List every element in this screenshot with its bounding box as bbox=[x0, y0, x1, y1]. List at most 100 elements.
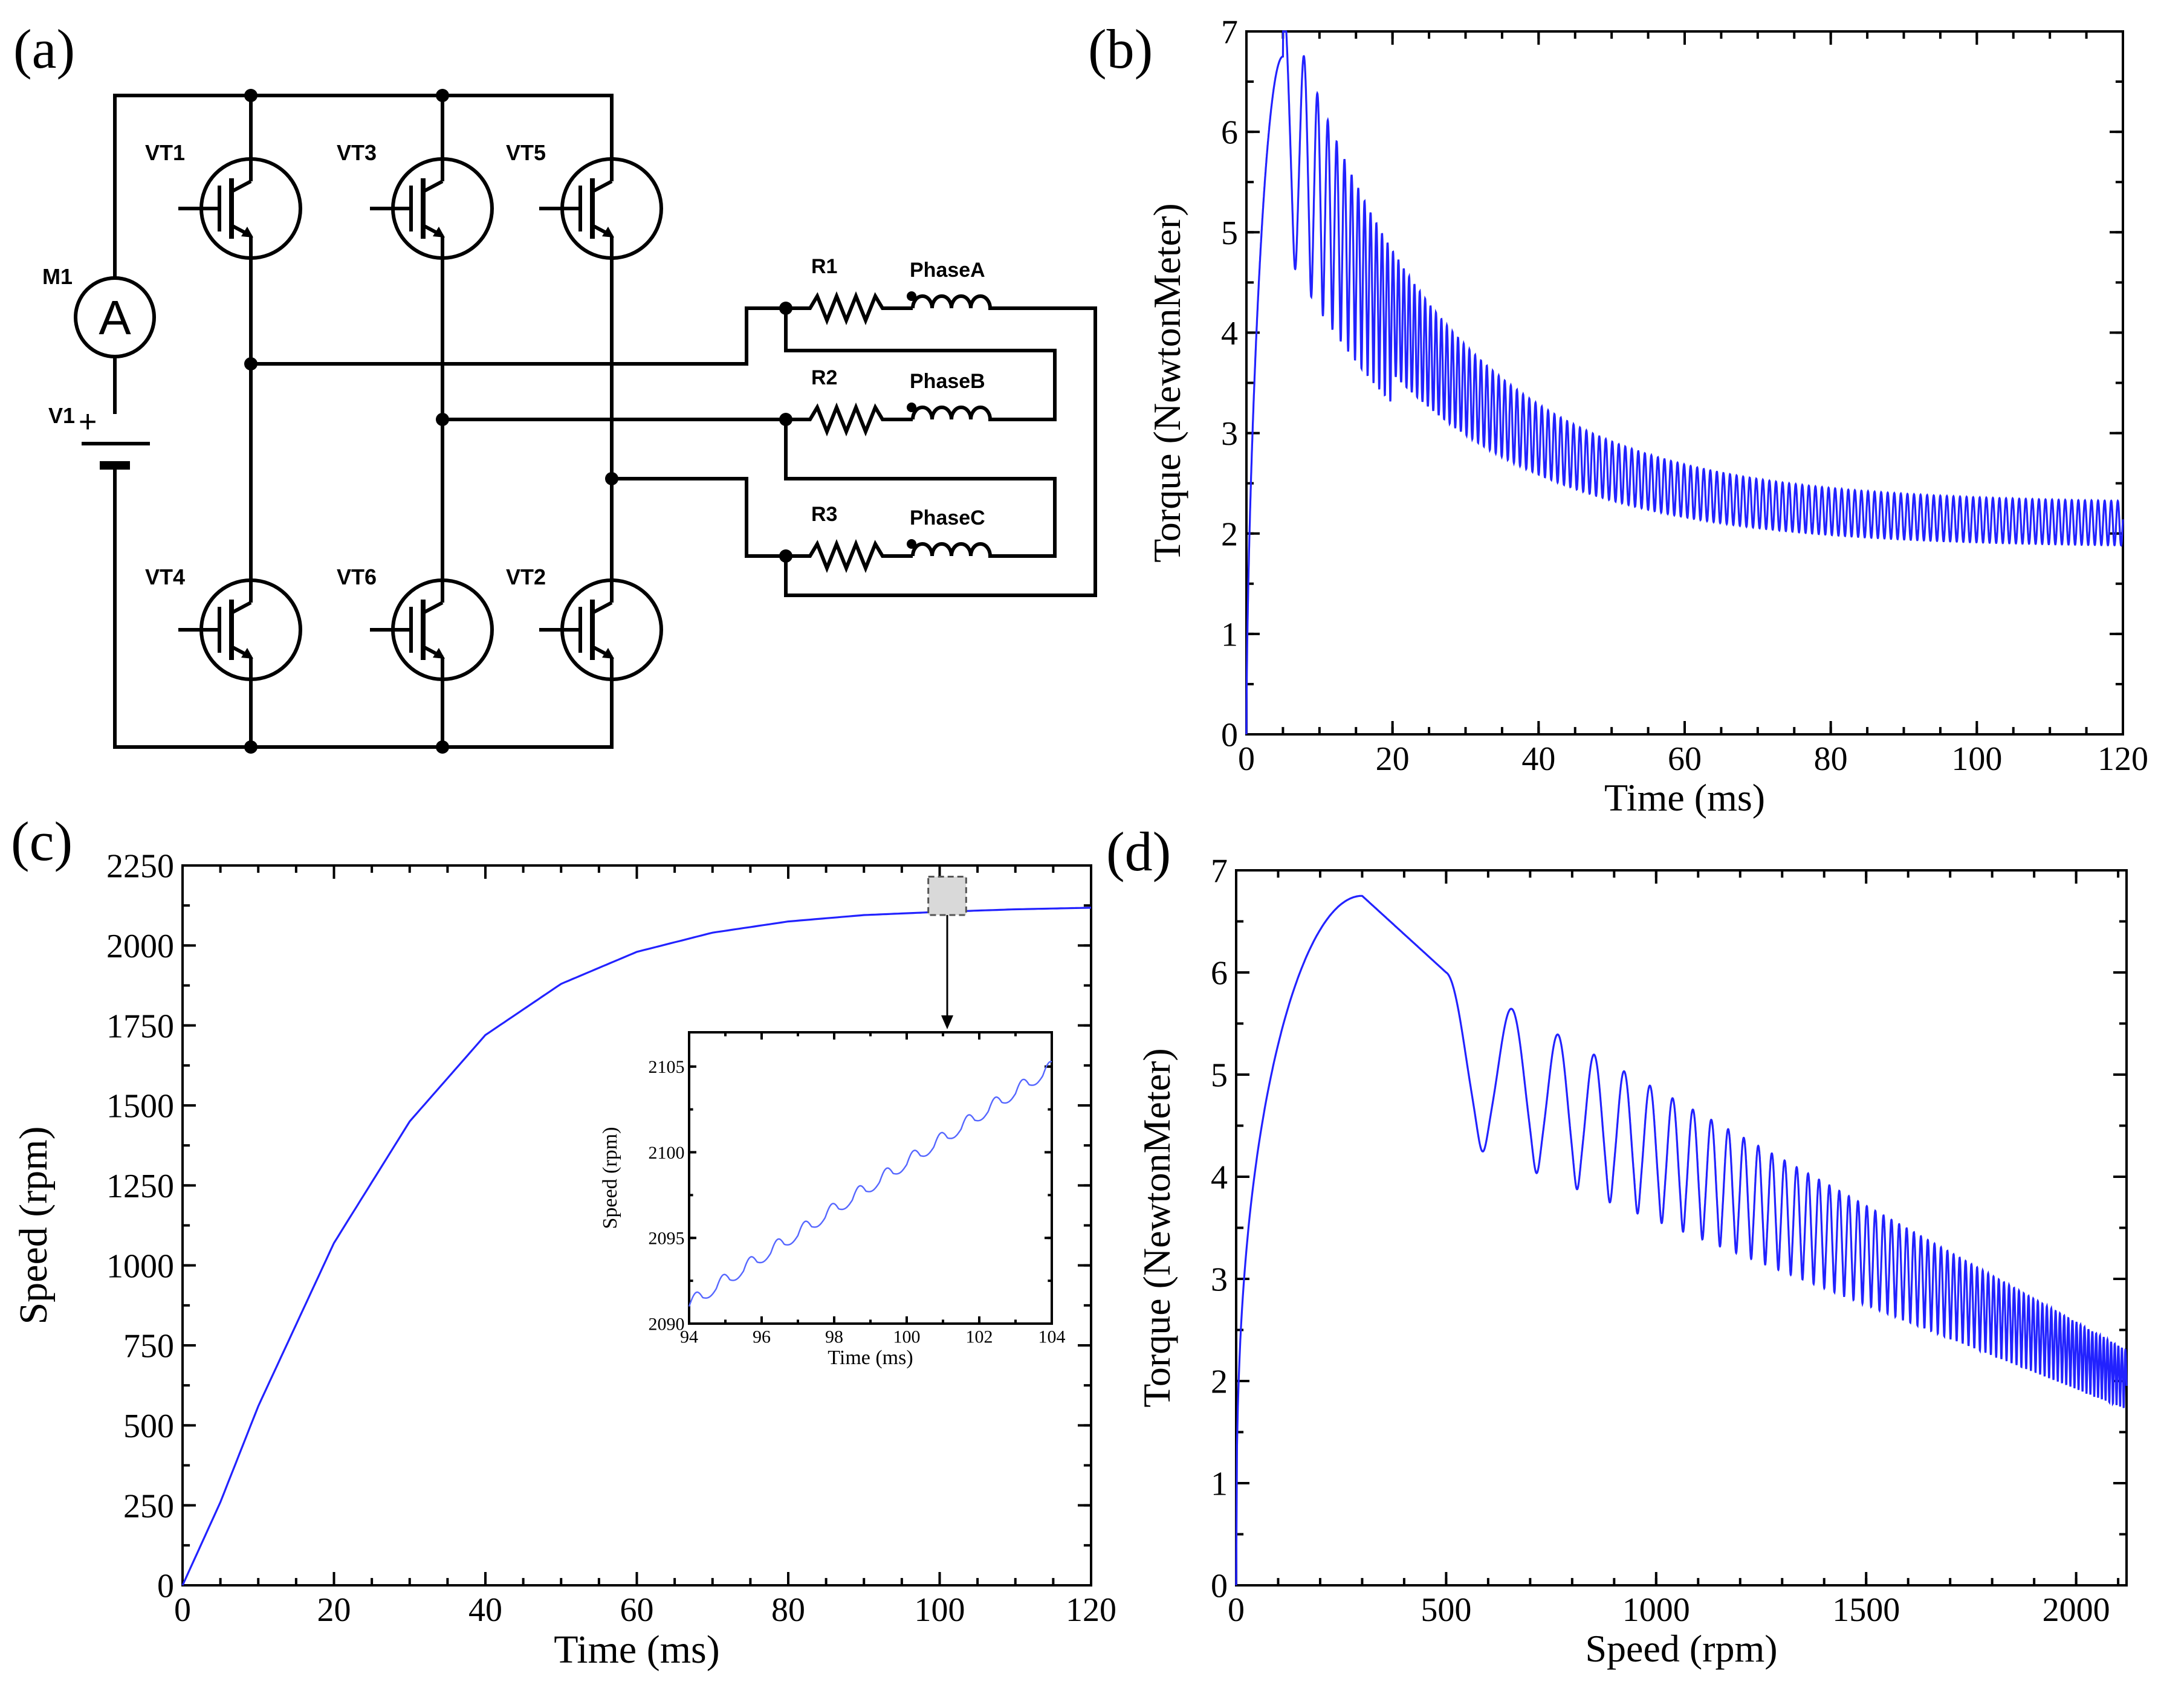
y-tick-label: 500 bbox=[123, 1408, 174, 1445]
x-tick-label: 20 bbox=[1376, 740, 1410, 778]
y-tick-label: 750 bbox=[123, 1328, 174, 1365]
y-tick-label: 3 bbox=[1221, 415, 1238, 453]
y-tick-label: 0 bbox=[1211, 1568, 1228, 1605]
x-tick-label: 1500 bbox=[1832, 1591, 1900, 1629]
transistor-vt2: VT2 bbox=[506, 557, 663, 702]
x-tick-label: 500 bbox=[1421, 1591, 1471, 1629]
phase-label: PhaseA bbox=[910, 259, 985, 282]
x-tick-label: 104 bbox=[1038, 1327, 1066, 1347]
y-tick-label: 3 bbox=[1211, 1261, 1228, 1299]
x-tick-label: 100 bbox=[893, 1327, 921, 1347]
x-tick-label: 60 bbox=[1668, 740, 1702, 778]
inset-series-line bbox=[688, 1061, 1052, 1307]
x-tick-label: 80 bbox=[1814, 740, 1848, 778]
transistor-vt3: VT3 bbox=[337, 136, 494, 281]
panel-label-a: (a) bbox=[13, 18, 75, 80]
resistor-label: R3 bbox=[811, 503, 837, 526]
y-axis-label: Torque (NewtonMeter) bbox=[1145, 203, 1188, 562]
phase-branches: R1 R2 R3 PhaseA PhaseB PhaseC bbox=[779, 255, 1097, 597]
transistor-label: VT5 bbox=[506, 140, 546, 165]
panel-label-c: (c) bbox=[11, 810, 73, 872]
transistor-vt4: VT4 bbox=[145, 557, 302, 702]
y-tick-label: 1250 bbox=[106, 1168, 174, 1205]
x-tick-label: 60 bbox=[620, 1591, 654, 1629]
phase-label: PhaseC bbox=[910, 506, 985, 529]
panel-label-d: (d) bbox=[1106, 821, 1171, 882]
y-tick-label: 1500 bbox=[106, 1088, 174, 1125]
y-tick-label: 2090 bbox=[649, 1315, 685, 1334]
x-tick-label: 120 bbox=[1066, 1591, 1116, 1629]
series-line-torque-speed bbox=[1235, 894, 2128, 1586]
x-axis-label: Time (ms) bbox=[554, 1628, 719, 1672]
x-tick-label: 0 bbox=[1238, 740, 1255, 778]
y-tick-label: 1000 bbox=[106, 1247, 174, 1285]
inductor-phase-b bbox=[911, 406, 1000, 421]
x-axis-label: Speed (rpm) bbox=[1585, 1627, 1777, 1670]
resistor-r3 bbox=[786, 539, 913, 574]
ammeter-label: M1 bbox=[42, 264, 73, 289]
y-tick-label: 2095 bbox=[649, 1229, 685, 1249]
transistor-label: VT6 bbox=[337, 564, 377, 589]
inductor-phase-a bbox=[911, 294, 1000, 310]
x-tick-label: 80 bbox=[771, 1591, 805, 1629]
x-tick-label: 0 bbox=[1228, 1591, 1245, 1629]
source-polarity: + bbox=[79, 404, 97, 439]
y-tick-label: 5 bbox=[1221, 215, 1238, 252]
panel-c-speed-time: (c) 0 20 40 60 80 100 120 0 250 500 750 1000 1250 150… bbox=[11, 810, 1116, 1672]
y-tick-label: 2 bbox=[1221, 516, 1238, 553]
y-tick-label: 2250 bbox=[106, 848, 174, 885]
transistor-vt1: VT1 bbox=[145, 136, 302, 281]
panel-b-torque-time: (b) 0 20 40 60 80 100 120 0 1 2 3 4 5 6 7 Time (ms) Torq… bbox=[1088, 14, 2148, 819]
zoom-arrowhead bbox=[941, 1015, 954, 1029]
y-tick-label: 0 bbox=[157, 1568, 174, 1605]
y-axis-label: Torque (NewtonMeter) bbox=[1135, 1048, 1178, 1407]
ammeter-symbol: A bbox=[99, 291, 131, 345]
y-tick-label: 2100 bbox=[649, 1143, 685, 1163]
resistor-label: R2 bbox=[811, 366, 837, 389]
y-tick-label: 1750 bbox=[106, 1008, 174, 1045]
x-tick-label: 20 bbox=[317, 1591, 351, 1629]
y-tick-label: 6 bbox=[1211, 955, 1228, 992]
node bbox=[436, 89, 449, 102]
resistor-r1 bbox=[786, 291, 913, 326]
x-tick-label: 100 bbox=[915, 1591, 965, 1629]
y-tick-label: 7 bbox=[1211, 853, 1228, 890]
x-tick-label: 100 bbox=[1951, 740, 2002, 778]
x-tick-label: 2000 bbox=[2043, 1591, 2110, 1629]
x-tick-label: 98 bbox=[825, 1327, 843, 1347]
panel-label-b: (b) bbox=[1088, 18, 1153, 80]
x-tick-label: 120 bbox=[2098, 740, 2148, 778]
node bbox=[244, 740, 258, 754]
panel-d-torque-speed: (d) 0 500 1000 1500 2000 0 1 2 3 4 5 6 7 Speed (rpm) T… bbox=[1106, 821, 2128, 1670]
node bbox=[436, 740, 449, 754]
resistor-r2 bbox=[786, 402, 913, 437]
x-tick-label: 40 bbox=[468, 1591, 502, 1629]
node bbox=[779, 413, 792, 426]
y-tick-label: 4 bbox=[1211, 1159, 1228, 1197]
panel-a-circuit: (a) A M1 V1 + bbox=[13, 18, 1097, 754]
y-tick-label: 4 bbox=[1221, 315, 1238, 352]
x-axis-label: Time (ms) bbox=[1604, 776, 1765, 819]
x-tick-label: 102 bbox=[966, 1327, 993, 1347]
transistor-label: VT2 bbox=[506, 564, 546, 589]
transistor-label: VT1 bbox=[145, 140, 185, 165]
y-tick-label: 1 bbox=[1211, 1466, 1228, 1503]
inductor-phase-c bbox=[911, 542, 1000, 558]
y-tick-label: 7 bbox=[1221, 14, 1238, 51]
transistor-vt6: VT6 bbox=[337, 557, 494, 702]
transistor-label: VT3 bbox=[337, 140, 377, 165]
series-line-torque bbox=[1245, 30, 2124, 735]
x-tick-label: 1000 bbox=[1622, 1591, 1690, 1629]
ammeter-m1: A M1 bbox=[42, 264, 156, 358]
y-tick-label: 2105 bbox=[649, 1057, 685, 1077]
x-axis-label: Time (ms) bbox=[828, 1347, 913, 1369]
y-tick-label: 6 bbox=[1221, 114, 1238, 152]
resistor-label: R1 bbox=[811, 255, 837, 278]
node bbox=[779, 549, 792, 563]
phase-c-feed bbox=[612, 477, 786, 558]
phase-label: PhaseB bbox=[910, 370, 985, 393]
x-tick-label: 96 bbox=[753, 1327, 771, 1347]
y-tick-label: 2 bbox=[1211, 1363, 1228, 1401]
transistor-group: VT1 VT3 VT5 VT4 VT6 VT2 bbox=[145, 136, 663, 702]
